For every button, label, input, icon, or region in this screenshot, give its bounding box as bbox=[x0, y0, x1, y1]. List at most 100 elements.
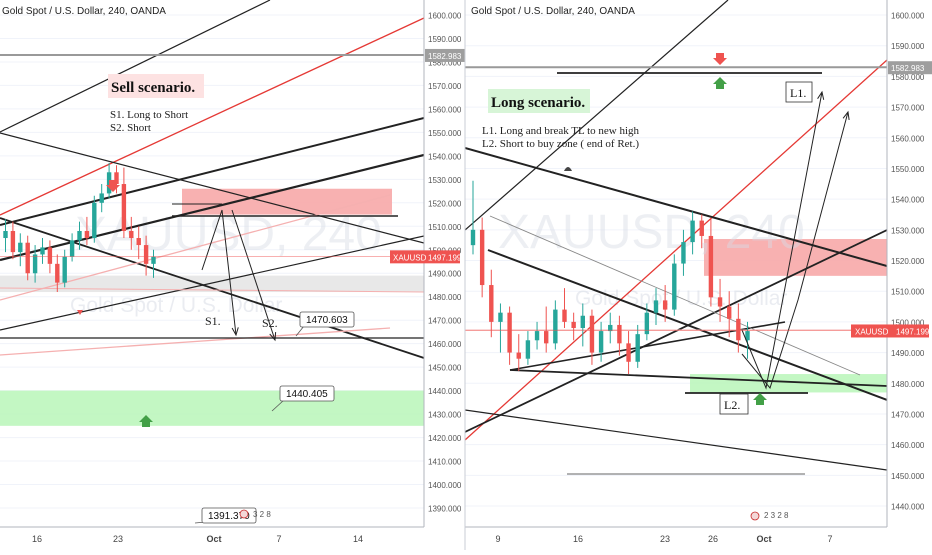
y-tick-label: 1590.000 bbox=[891, 42, 925, 51]
demand-zone bbox=[0, 390, 424, 426]
y-tick-label: 1450.000 bbox=[428, 364, 462, 373]
candle-body bbox=[571, 321, 576, 329]
chart-title: Gold Spot / U.S. Dollar, 240, OANDA bbox=[471, 6, 635, 17]
y-tick-label: 1400.000 bbox=[428, 481, 462, 490]
y-tick-label: 1480.000 bbox=[891, 380, 925, 389]
y-tick-label: 1520.000 bbox=[891, 257, 925, 266]
trendline bbox=[465, 409, 887, 471]
trendline bbox=[0, 0, 271, 133]
price-tag-value: 1497.199 bbox=[428, 253, 462, 262]
trendline bbox=[465, 147, 887, 267]
flag-icon bbox=[239, 509, 249, 519]
path-label: S2. bbox=[262, 316, 278, 330]
candle-body bbox=[69, 240, 75, 257]
x-tick-label: 16 bbox=[32, 534, 42, 544]
trendline bbox=[465, 59, 887, 441]
y-tick-label: 1390.000 bbox=[428, 505, 462, 514]
x-tick-label: 23 bbox=[113, 534, 123, 544]
event-digits: 3 2 8 bbox=[253, 510, 271, 519]
scenario-title: Long scenario. bbox=[491, 95, 585, 111]
scenario-path bbox=[741, 91, 823, 390]
y-tick-label: 1580.000 bbox=[428, 58, 462, 67]
candle-body bbox=[717, 297, 723, 307]
y-tick-label: 1500.000 bbox=[891, 318, 925, 327]
scenario-path bbox=[741, 111, 849, 390]
arrow-head bbox=[231, 327, 239, 337]
candle-body bbox=[644, 312, 650, 335]
trendline bbox=[465, 229, 887, 433]
candle-body bbox=[525, 340, 531, 359]
candle-body bbox=[489, 285, 494, 322]
trendline bbox=[465, 0, 729, 231]
candle-body bbox=[653, 300, 659, 313]
candle-body bbox=[745, 331, 750, 341]
candle-body bbox=[662, 300, 668, 310]
candle-body bbox=[40, 247, 45, 255]
y-tick-label: 1600.000 bbox=[891, 12, 925, 21]
candle-body bbox=[544, 331, 549, 344]
plot-area-0: XAUUSD, 240 Gold Spot / U.S. Dollar Sell s… bbox=[0, 0, 424, 524]
x-tick-label: 7 bbox=[827, 534, 832, 544]
x-tick-label: 23 bbox=[660, 534, 670, 544]
y-tick-label: 1480.000 bbox=[428, 293, 462, 302]
candle-body bbox=[77, 230, 82, 241]
event-digits: 2 3 2 8 bbox=[764, 511, 789, 520]
arrow-head bbox=[842, 110, 850, 120]
candle-body bbox=[699, 220, 704, 236]
x-tick-label: 7 bbox=[276, 534, 281, 544]
y-tick-label: 1460.000 bbox=[891, 441, 925, 450]
candle-body bbox=[681, 242, 686, 264]
note-line: L1. Long and break TL to new high bbox=[482, 125, 640, 137]
x-tick-label: 16 bbox=[573, 534, 583, 544]
y-tick-label: 1470.000 bbox=[428, 317, 462, 326]
note-line: S1. Long to Short bbox=[110, 109, 188, 121]
candle-body bbox=[3, 230, 8, 239]
x-tick-label: Oct bbox=[756, 534, 771, 544]
arrow-head bbox=[269, 331, 277, 342]
y-tick-label: 1530.000 bbox=[428, 176, 462, 185]
demand-zone bbox=[690, 374, 887, 393]
candle-body bbox=[498, 312, 503, 322]
trendline bbox=[0, 132, 424, 244]
y-tick-label: 1570.000 bbox=[428, 82, 462, 91]
trendline bbox=[0, 235, 424, 331]
candle-body bbox=[635, 334, 640, 362]
callout-value: 1470.603 bbox=[306, 315, 348, 326]
callout-pointer bbox=[295, 325, 305, 337]
callout-value: 1391.370 bbox=[208, 511, 250, 522]
level-tag bbox=[425, 48, 465, 62]
candle-body bbox=[598, 331, 604, 353]
y-tick-label: 1520.000 bbox=[428, 199, 462, 208]
supply-zone bbox=[182, 188, 392, 215]
candle-body bbox=[32, 254, 38, 274]
y-tick-label: 1590.000 bbox=[428, 35, 462, 44]
candle-body bbox=[672, 263, 677, 310]
candle-body bbox=[62, 256, 67, 283]
x-tick-label: 9 bbox=[495, 534, 500, 544]
candle-body bbox=[562, 309, 567, 322]
scenario-title-box bbox=[488, 89, 590, 113]
candle-body bbox=[136, 238, 141, 246]
y-tick-label: 1510.000 bbox=[891, 288, 925, 297]
candle-body bbox=[516, 352, 521, 359]
y-tick-label: 1440.000 bbox=[891, 503, 925, 512]
path-label: L1. bbox=[790, 86, 806, 100]
path-label: S1. bbox=[205, 314, 221, 328]
path-label-box bbox=[785, 81, 813, 103]
candle-body bbox=[736, 318, 741, 341]
candle-body bbox=[727, 306, 732, 319]
callout-box bbox=[299, 311, 355, 328]
x-tick-label: Oct bbox=[206, 534, 221, 544]
scenario-path bbox=[231, 209, 276, 341]
y-tick-label: 1580.000 bbox=[891, 73, 925, 82]
candle-body bbox=[92, 202, 97, 239]
flag-icon bbox=[750, 511, 760, 521]
candle-body bbox=[534, 331, 540, 341]
level-tag bbox=[888, 61, 932, 75]
price-tag-value: 1497.199 bbox=[896, 327, 930, 336]
note-line: S2. Short bbox=[110, 122, 151, 134]
trendline bbox=[509, 369, 887, 387]
